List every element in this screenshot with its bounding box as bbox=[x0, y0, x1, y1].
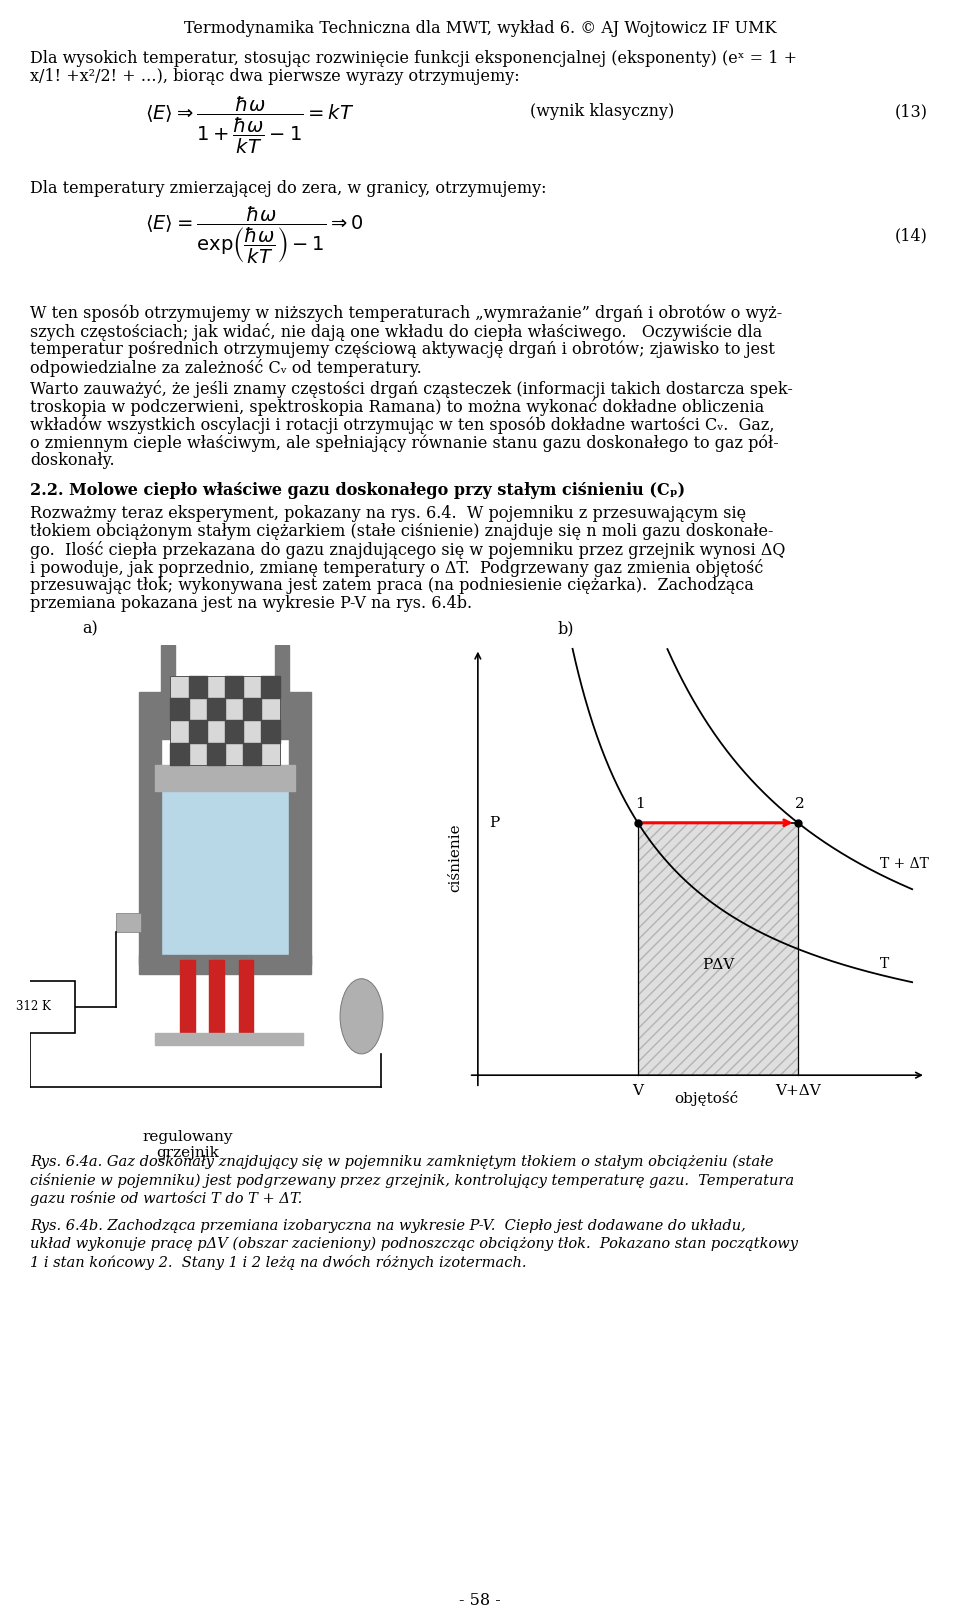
Bar bbox=[160, 790, 289, 955]
Text: troskopia w podczerwieni, spektroskopia Ramana) to można wykonać dokładne oblicz: troskopia w podczerwieni, spektroskopia … bbox=[30, 398, 764, 416]
Text: T + ΔT: T + ΔT bbox=[880, 857, 929, 871]
Text: przesuwając tłok; wykonywana jest zatem praca (na podniesienie ciężarka).  Zacho: przesuwając tłok; wykonywana jest zatem … bbox=[30, 577, 754, 594]
Text: W ten sposób otrzymujemy w niższych temperaturach „wymrażanie” drgań i obrotów o: W ten sposób otrzymujemy w niższych temp… bbox=[30, 305, 782, 323]
Text: odpowiedzialne za zależność Cᵥ od temperatury.: odpowiedzialne za zależność Cᵥ od temper… bbox=[30, 360, 421, 377]
Bar bbox=[225, 719, 243, 742]
Text: PΔV: PΔV bbox=[702, 958, 734, 973]
Text: o zmiennym cieple właściwym, ale spełniający równanie stanu gazu doskonałego to : o zmiennym cieple właściwym, ale spełnia… bbox=[30, 434, 779, 452]
Bar bbox=[155, 765, 296, 790]
Bar bbox=[180, 960, 195, 1036]
Bar bbox=[243, 698, 261, 719]
Bar bbox=[171, 698, 188, 719]
Text: Rozważmy teraz eksperyment, pokazany na rys. 6.4.  W pojemniku z przesuwającym s: Rozważmy teraz eksperyment, pokazany na … bbox=[30, 505, 746, 523]
Text: $\langle E \rangle = \dfrac{\hbar\omega}{\exp\!\left(\dfrac{\hbar\omega}{kT}\rig: $\langle E \rangle = \dfrac{\hbar\omega}… bbox=[145, 205, 364, 266]
Bar bbox=[206, 742, 225, 765]
Text: 2.2. Molowe ciepło właściwe gazu doskonałego przy stałym ciśnieniu (Cₚ): 2.2. Molowe ciepło właściwe gazu doskona… bbox=[30, 482, 685, 498]
Text: 1: 1 bbox=[636, 797, 645, 811]
Text: (wynik klasyczny): (wynik klasyczny) bbox=[530, 103, 674, 119]
Text: szych częstościach; jak widać, nie dają one wkładu do ciepła właściwego.   Oczyw: szych częstościach; jak widać, nie dają … bbox=[30, 323, 762, 340]
Ellipse shape bbox=[340, 979, 383, 1053]
Bar bbox=[155, 1032, 303, 1045]
Bar bbox=[289, 692, 311, 965]
Text: (13): (13) bbox=[895, 103, 928, 119]
Text: Warto zauważyć, że jeśli znamy częstości drgań cząsteczek (informacji takich dos: Warto zauważyć, że jeśli znamy częstości… bbox=[30, 381, 793, 398]
Bar bbox=[239, 960, 253, 1036]
Text: gazu rośnie od wartości T do T + ΔT.: gazu rośnie od wartości T do T + ΔT. bbox=[30, 1190, 302, 1207]
Text: go.  Ilość ciepła przekazana do gazu znajdującego się w pojemniku przez grzejnik: go. Ilość ciepła przekazana do gazu znaj… bbox=[30, 540, 785, 560]
Bar bbox=[225, 676, 243, 698]
Text: Termodynamika Techniczna dla MWT, wykład 6. © AJ Wojtowicz IF UMK: Termodynamika Techniczna dla MWT, wykład… bbox=[183, 19, 777, 37]
Text: doskonały.: doskonały. bbox=[30, 452, 114, 469]
Text: ciśnienie w pojemniku) jest podgrzewany przez grzejnik, kontrolujący temperaturę: ciśnienie w pojemniku) jest podgrzewany … bbox=[30, 1173, 794, 1189]
Text: a): a) bbox=[82, 619, 98, 637]
Text: b): b) bbox=[558, 619, 574, 637]
Text: Rys. 6.4b. Zachodząca przemiana izobaryczna na wykresie P-V.  Ciepło jest dodawa: Rys. 6.4b. Zachodząca przemiana izobaryc… bbox=[30, 1219, 746, 1232]
Text: objętość: objętość bbox=[674, 1092, 738, 1107]
Bar bbox=[261, 719, 279, 742]
Bar bbox=[261, 676, 279, 698]
Bar bbox=[275, 645, 289, 739]
Text: (14): (14) bbox=[895, 227, 928, 244]
Text: Dla temperatury zmierzającej do zera, w granicy, otrzymujemy:: Dla temperatury zmierzającej do zera, w … bbox=[30, 181, 546, 197]
Bar bbox=[160, 645, 176, 739]
Text: regulowany
grzejnik: regulowany grzejnik bbox=[143, 1131, 233, 1160]
Text: T: T bbox=[880, 957, 889, 971]
Text: tłokiem obciążonym stałym ciężarkiem (stałe ciśnienie) znajduje się n moli gazu : tłokiem obciążonym stałym ciężarkiem (st… bbox=[30, 523, 774, 540]
Bar bbox=[171, 676, 279, 765]
Text: ciśnienie: ciśnienie bbox=[448, 823, 462, 892]
Text: $\langle E \rangle \Rightarrow \dfrac{\hbar\omega}{1+\dfrac{\hbar\omega}{kT}-1} : $\langle E \rangle \Rightarrow \dfrac{\h… bbox=[145, 95, 354, 156]
Bar bbox=[171, 742, 188, 765]
FancyBboxPatch shape bbox=[0, 981, 75, 1032]
Text: Rys. 6.4a. Gaz doskonały znajdujący się w pojemniku zamkniętym tłokiem o stałym : Rys. 6.4a. Gaz doskonały znajdujący się … bbox=[30, 1155, 774, 1169]
Text: układ wykonuje pracę pΔV (obszar zacieniony) podnoszcząc obciążony tłok.  Pokaza: układ wykonuje pracę pΔV (obszar zacieni… bbox=[30, 1237, 798, 1252]
Text: x/1! +x²/2! + …), biorąc dwa pierwsze wyrazy otrzymujemy:: x/1! +x²/2! + …), biorąc dwa pierwsze wy… bbox=[30, 68, 519, 85]
Bar bbox=[209, 960, 225, 1036]
Bar bbox=[188, 719, 206, 742]
Text: wkładów wszystkich oscylacji i rotacji otrzymując w ten sposób dokładne wartości: wkładów wszystkich oscylacji i rotacji o… bbox=[30, 416, 775, 434]
Bar bbox=[188, 676, 206, 698]
Bar bbox=[243, 742, 261, 765]
Bar bbox=[206, 698, 225, 719]
Text: 312 K: 312 K bbox=[16, 1000, 51, 1013]
Text: przemiana pokazana jest na wykresie P-V na rys. 6.4b.: przemiana pokazana jest na wykresie P-V … bbox=[30, 595, 472, 611]
Bar bbox=[139, 692, 160, 965]
Text: P: P bbox=[490, 816, 499, 829]
Text: i powoduje, jak poprzednio, zmianę temperatury o ΔT.  Podgrzewany gaz zmienia ob: i powoduje, jak poprzednio, zmianę tempe… bbox=[30, 560, 763, 577]
Text: V+ΔV: V+ΔV bbox=[775, 1084, 821, 1098]
Text: 1 i stan końcowy 2.  Stany 1 i 2 leżą na dwóch różnych izotermach.: 1 i stan końcowy 2. Stany 1 i 2 leżą na … bbox=[30, 1255, 526, 1269]
Bar bbox=[116, 913, 141, 932]
Text: Dla wysokich temperatur, stosując rozwinięcie funkcji eksponencjalnej (eksponent: Dla wysokich temperatur, stosując rozwin… bbox=[30, 50, 797, 68]
Text: - 58 -: - 58 - bbox=[459, 1592, 501, 1610]
Text: temperatur pośrednich otrzymujemy częściową aktywację drgań i obrotów; zjawisko : temperatur pośrednich otrzymujemy części… bbox=[30, 340, 775, 358]
Text: V: V bbox=[633, 1084, 643, 1098]
Text: 2: 2 bbox=[795, 797, 805, 811]
Bar bbox=[139, 955, 311, 974]
